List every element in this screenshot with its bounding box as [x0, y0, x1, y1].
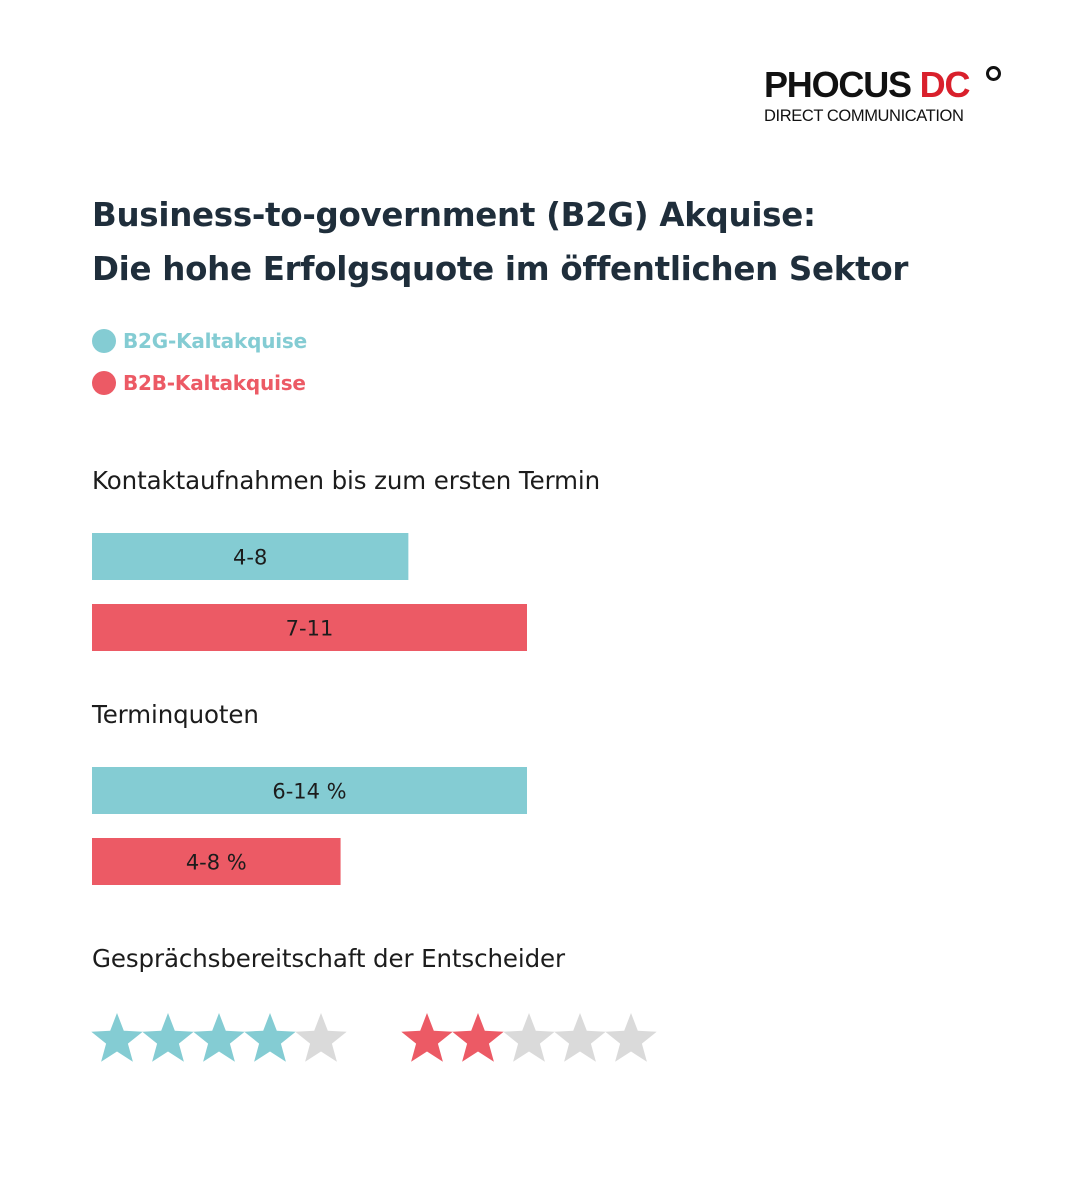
bar-termin-b2g	[92, 767, 527, 814]
bar-kontakt-b2g	[92, 533, 409, 580]
legend-dot-b2b-icon	[92, 371, 116, 395]
legend-item-b2b: B2B-Kaltakquise	[92, 368, 306, 398]
section-title-kontaktaufnahmen: Kontaktaufnahmen bis zum ersten Termin	[92, 466, 601, 495]
logo-main-text: PHOCUS	[764, 64, 912, 105]
legend-label-b2b: B2B-Kaltakquise	[123, 371, 306, 395]
logo-wordmark: PHOCUS DC	[764, 66, 1024, 104]
section-title-gespraechsbereitschaft: Gesprächsbereitschaft der Entscheider	[92, 944, 565, 973]
star-b2g-2-filled-icon	[142, 1013, 194, 1062]
star-b2b-5-empty-icon	[605, 1013, 657, 1062]
section-title-terminquoten: Terminquoten	[92, 700, 259, 729]
title-line-1: Business-to-government (B2G) Akquise:	[92, 196, 816, 234]
star-b2b-2-filled-icon	[452, 1013, 504, 1062]
star-b2g-3-filled-icon	[193, 1013, 245, 1062]
star-b2g-5-empty-icon	[295, 1013, 347, 1062]
page-title: Business-to-government (B2G) Akquise: Di…	[92, 188, 1032, 296]
bar-label-kontakt-b2g: 4-8	[233, 546, 267, 570]
bar-kontakt-b2b	[92, 604, 527, 651]
star-b2b-3-empty-icon	[503, 1013, 555, 1062]
star-b2b-4-empty-icon	[554, 1013, 606, 1062]
legend-item-b2g: B2G-Kaltakquise	[92, 326, 307, 356]
bar-label-termin-b2b: 4-8 %	[186, 851, 247, 875]
legend-label-b2g: B2G-Kaltakquise	[123, 329, 307, 353]
brand-logo: PHOCUS DC DIRECT COMMUNICATION	[764, 66, 1024, 126]
bar-label-kontakt-b2b: 7-11	[286, 617, 334, 641]
logo-ring-icon	[986, 66, 1001, 81]
star-b2b-1-filled-icon	[401, 1013, 453, 1062]
logo-subtitle: DIRECT COMMUNICATION	[764, 107, 964, 125]
title-line-2: Die hohe Erfolgsquote im öffentlichen Se…	[92, 250, 909, 288]
star-b2g-4-filled-icon	[244, 1013, 296, 1062]
logo-accent-text: DC	[919, 64, 971, 105]
bar-termin-b2b	[92, 838, 341, 885]
bar-label-termin-b2g: 6-14 %	[272, 780, 346, 804]
star-b2g-1-filled-icon	[91, 1013, 143, 1062]
legend-dot-b2g-icon	[92, 329, 116, 353]
